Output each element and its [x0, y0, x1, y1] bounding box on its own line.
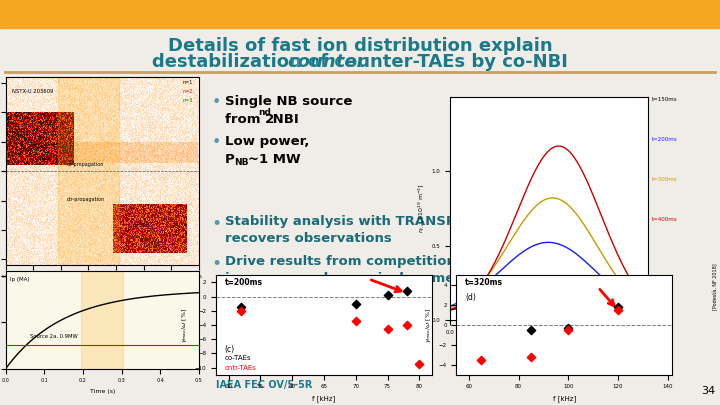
Text: 34: 34	[701, 386, 715, 396]
Point	[562, 325, 574, 331]
Text: t=400ms: t=400ms	[652, 217, 678, 222]
Point	[475, 356, 487, 363]
Point	[612, 304, 624, 310]
Text: n=3: n=3	[183, 98, 193, 102]
Point	[401, 322, 413, 328]
Text: •: •	[212, 135, 221, 150]
Text: t=300ms: t=300ms	[652, 177, 678, 182]
Y-axis label: $n_{f,co}$ [10$^{19}$ m$^{-3}$]: $n_{f,co}$ [10$^{19}$ m$^{-3}$]	[416, 183, 426, 234]
Text: •: •	[212, 215, 222, 233]
Text: Low power,: Low power,	[225, 135, 309, 148]
Text: •: •	[212, 255, 222, 273]
Point	[235, 304, 247, 311]
X-axis label: $\psi_{pol}^{1/2}$: $\psi_{pol}^{1/2}$	[542, 340, 556, 355]
Text: in energy and canonical momentum: in energy and canonical momentum	[225, 272, 492, 285]
Text: co-TAE: co-TAE	[30, 143, 47, 149]
Text: co-propagation: co-propagation	[66, 162, 104, 167]
Text: [Podestà, NF 2018]: [Podestà, NF 2018]	[714, 263, 719, 310]
Text: ~1 MW: ~1 MW	[248, 153, 300, 166]
Bar	[81, 271, 123, 369]
Point	[525, 354, 536, 360]
Point	[562, 327, 574, 333]
Text: Details of fast ion distribution explain: Details of fast ion distribution explain	[168, 37, 552, 55]
Point	[382, 325, 393, 332]
Text: recovers observations: recovers observations	[225, 232, 392, 245]
Text: ctr-TAE: ctr-TAE	[132, 223, 150, 228]
Text: (c): (c)	[225, 345, 235, 354]
Point	[413, 361, 425, 367]
Bar	[58, 77, 119, 265]
Text: t=200ms: t=200ms	[652, 137, 678, 142]
Text: (d): (d)	[465, 293, 476, 302]
Text: cntr-TAEs: cntr-TAEs	[225, 364, 256, 371]
Text: •: •	[212, 95, 221, 110]
Text: counter: counter	[287, 53, 366, 71]
Text: t=200ms: t=200ms	[225, 278, 263, 288]
Point	[382, 291, 393, 298]
Y-axis label: $\gamma_{max}/\omega$ [%]: $\gamma_{max}/\omega$ [%]	[180, 307, 189, 343]
Text: IAEA FEC OV/5-5R: IAEA FEC OV/5-5R	[216, 380, 312, 390]
Text: Source 2a, 0.9MW: Source 2a, 0.9MW	[30, 333, 78, 339]
Point	[612, 307, 624, 313]
Text: counter: counter	[287, 53, 366, 71]
Text: from 2: from 2	[225, 113, 274, 126]
Text: co-TAEs: co-TAEs	[225, 355, 251, 361]
Y-axis label: $\gamma_{max}/\omega$ [%]: $\gamma_{max}/\omega$ [%]	[424, 307, 433, 343]
Text: n=1: n=1	[183, 80, 193, 85]
Text: NB: NB	[234, 158, 248, 167]
Text: NSTX-U 203609: NSTX-U 203609	[12, 89, 54, 94]
Point	[525, 327, 536, 333]
Bar	[0, 0, 720, 28]
X-axis label: Time (s): Time (s)	[89, 389, 115, 394]
Point	[350, 301, 361, 307]
Text: P: P	[225, 153, 235, 166]
X-axis label: f [kHz]: f [kHz]	[553, 395, 576, 402]
Text: Ip (MA): Ip (MA)	[9, 277, 29, 282]
Text: destabilization of counter-TAEs by co-NBI: destabilization of counter-TAEs by co-NB…	[152, 53, 568, 71]
Text: Single NB source: Single NB source	[225, 95, 352, 108]
X-axis label: f [kHz]: f [kHz]	[312, 395, 336, 402]
Text: Stability analysis with TRANSP + kick model: Stability analysis with TRANSP + kick mo…	[225, 215, 557, 228]
Text: t=320ms: t=320ms	[465, 278, 503, 288]
Text: n=2: n=2	[183, 89, 193, 94]
Point	[235, 308, 247, 314]
Text: t=150ms: t=150ms	[652, 97, 678, 102]
Text: nd: nd	[258, 108, 271, 117]
Point	[350, 318, 361, 325]
Text: Drive results from competition between gradients: Drive results from competition between g…	[225, 255, 601, 268]
Text: ctr-propagation: ctr-propagation	[66, 196, 104, 202]
Text: NBI: NBI	[268, 113, 299, 126]
Point	[401, 288, 413, 294]
